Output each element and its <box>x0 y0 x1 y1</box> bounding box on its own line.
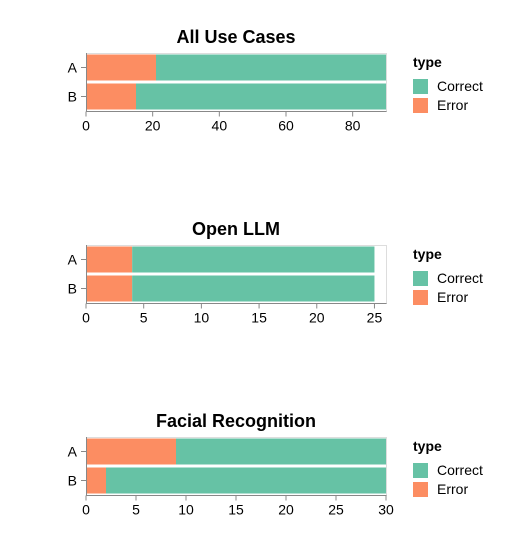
bar-correct-b <box>106 467 386 494</box>
legend-label-error: Error <box>437 289 468 305</box>
x-tick-label: 20 <box>309 310 325 326</box>
legend-swatch-error <box>413 290 428 305</box>
legend-label-correct: Correct <box>437 270 483 286</box>
legend-label-error: Error <box>437 97 468 113</box>
bar-correct-a <box>176 438 386 465</box>
bar-correct-a <box>132 246 375 273</box>
bar-correct-a <box>156 54 386 81</box>
x-tick-label: 0 <box>82 118 90 134</box>
legend-title: type <box>413 438 442 454</box>
y-tick-label: A <box>68 252 78 268</box>
y-tick-label: B <box>68 89 77 105</box>
x-tick-label: 10 <box>178 502 194 518</box>
legend-title: type <box>413 54 442 70</box>
x-tick-label: 0 <box>82 310 90 326</box>
bar-error-a <box>86 54 156 81</box>
x-tick-label: 30 <box>378 502 394 518</box>
chart-title: Facial Recognition <box>156 411 316 431</box>
x-tick-label: 20 <box>145 118 161 134</box>
x-tick-label: 10 <box>194 310 210 326</box>
legend-label-correct: Correct <box>437 462 483 478</box>
chart-panel-3: Facial Recognition AB0 5 10 15 20 25 30 type Corr… <box>68 411 483 518</box>
legend-label-correct: Correct <box>437 78 483 94</box>
legend-swatch-error <box>413 482 428 497</box>
x-tick-label: 60 <box>278 118 294 134</box>
legend-swatch-error <box>413 98 428 113</box>
legend-swatch-correct <box>413 79 428 94</box>
x-tick-label: 80 <box>345 118 361 134</box>
legend-swatch-correct <box>413 271 428 286</box>
y-tick-label: B <box>68 281 77 297</box>
x-tick-label: 40 <box>212 118 228 134</box>
x-tick-label: 0 <box>82 502 90 518</box>
y-tick-label: B <box>68 473 77 489</box>
x-tick-label: 15 <box>251 310 267 326</box>
x-tick-label: 20 <box>278 502 294 518</box>
chart-title: All Use Cases <box>176 27 295 47</box>
legend: type Correct Error <box>413 438 483 497</box>
y-tick-label: A <box>68 60 78 76</box>
bar-error-a <box>86 438 176 465</box>
bar-error-a <box>86 246 133 273</box>
x-tick-label: 5 <box>140 310 148 326</box>
x-tick-label: 5 <box>132 502 140 518</box>
legend-label-error: Error <box>437 481 468 497</box>
bar-correct-b <box>136 83 386 110</box>
bar-error-b <box>86 467 106 494</box>
chart-title: Open LLM <box>192 219 280 239</box>
legend-swatch-correct <box>413 463 428 478</box>
chart-panel-1: All Use Cases AB0 20 40 60 80 type Correct Error <box>68 27 483 134</box>
chart-panel-2: Open LLM AB0 5 10 15 20 25 type Correct Error <box>68 219 483 326</box>
legend: type Correct Error <box>413 54 483 113</box>
x-tick-label: 25 <box>367 310 383 326</box>
x-tick-label: 25 <box>328 502 344 518</box>
legend-title: type <box>413 246 442 262</box>
legend: type Correct Error <box>413 246 483 305</box>
y-tick-label: A <box>68 444 78 460</box>
bar-error-b <box>86 275 133 302</box>
x-tick-label: 15 <box>228 502 244 518</box>
bar-error-b <box>86 83 136 110</box>
bar-correct-b <box>132 275 375 302</box>
